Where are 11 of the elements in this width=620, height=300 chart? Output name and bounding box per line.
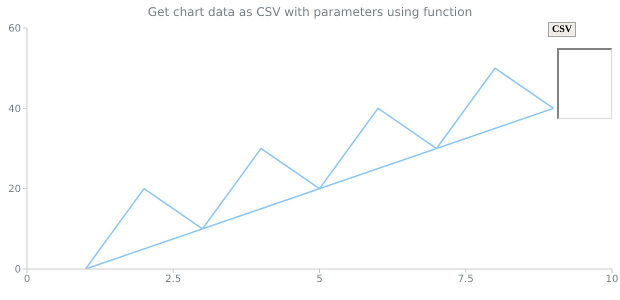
x-tick-label: 10	[606, 274, 618, 286]
annotation: CSV	[548, 22, 576, 37]
y-tick-label: 40	[8, 104, 21, 115]
y-tick-label: 60	[8, 24, 21, 35]
x-tick-label: 5	[316, 274, 323, 286]
y-tick-label: 20	[8, 184, 21, 196]
x-tick-label: 2.5	[165, 274, 182, 286]
y-tick-label: 0	[14, 264, 21, 276]
x-tick-label: 0	[24, 274, 30, 286]
chart-title: Get chart data as CSV with parameters using function	[146, 5, 474, 19]
x-tick-label: 7.5	[458, 274, 474, 286]
